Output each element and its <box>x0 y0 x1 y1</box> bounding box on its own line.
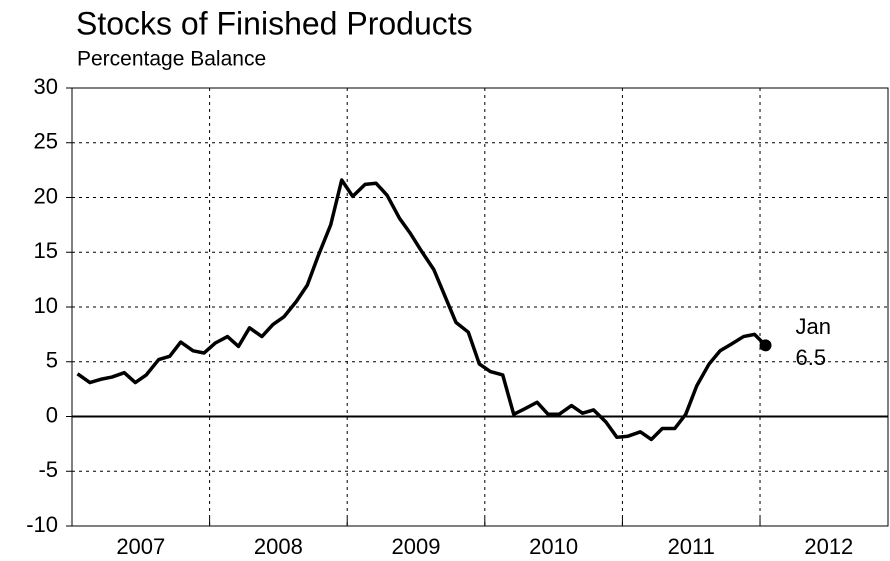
line-series <box>76 178 767 442</box>
y-tick-label: 10 <box>34 293 58 318</box>
x-tick-label: 2010 <box>529 534 578 559</box>
y-tick-label: 25 <box>34 129 58 154</box>
x-tick-label: 2008 <box>254 534 303 559</box>
last-point <box>759 339 772 352</box>
y-tick-label: 30 <box>34 74 58 99</box>
y-tick-label: 15 <box>34 238 58 263</box>
y-tick-label: 20 <box>34 183 58 208</box>
annotation: Jan <box>796 314 831 339</box>
value-label: 6.5 <box>796 345 827 370</box>
x-tick-label: 2011 <box>668 534 715 559</box>
y-tick-label: 0 <box>46 402 58 427</box>
plot-frame <box>71 87 889 527</box>
x-tick-label: 2012 <box>804 534 853 559</box>
y-tick-label: -10 <box>26 512 58 537</box>
y-tick-label: -5 <box>38 457 58 482</box>
x-tick-label: 2007 <box>116 534 165 559</box>
y-tick-label: 5 <box>46 348 58 373</box>
x-tick-label: 2009 <box>392 534 441 559</box>
chart-subtitle: Percentage Balance <box>77 48 266 71</box>
chart-title: Stocks of Finished Products <box>76 5 473 41</box>
